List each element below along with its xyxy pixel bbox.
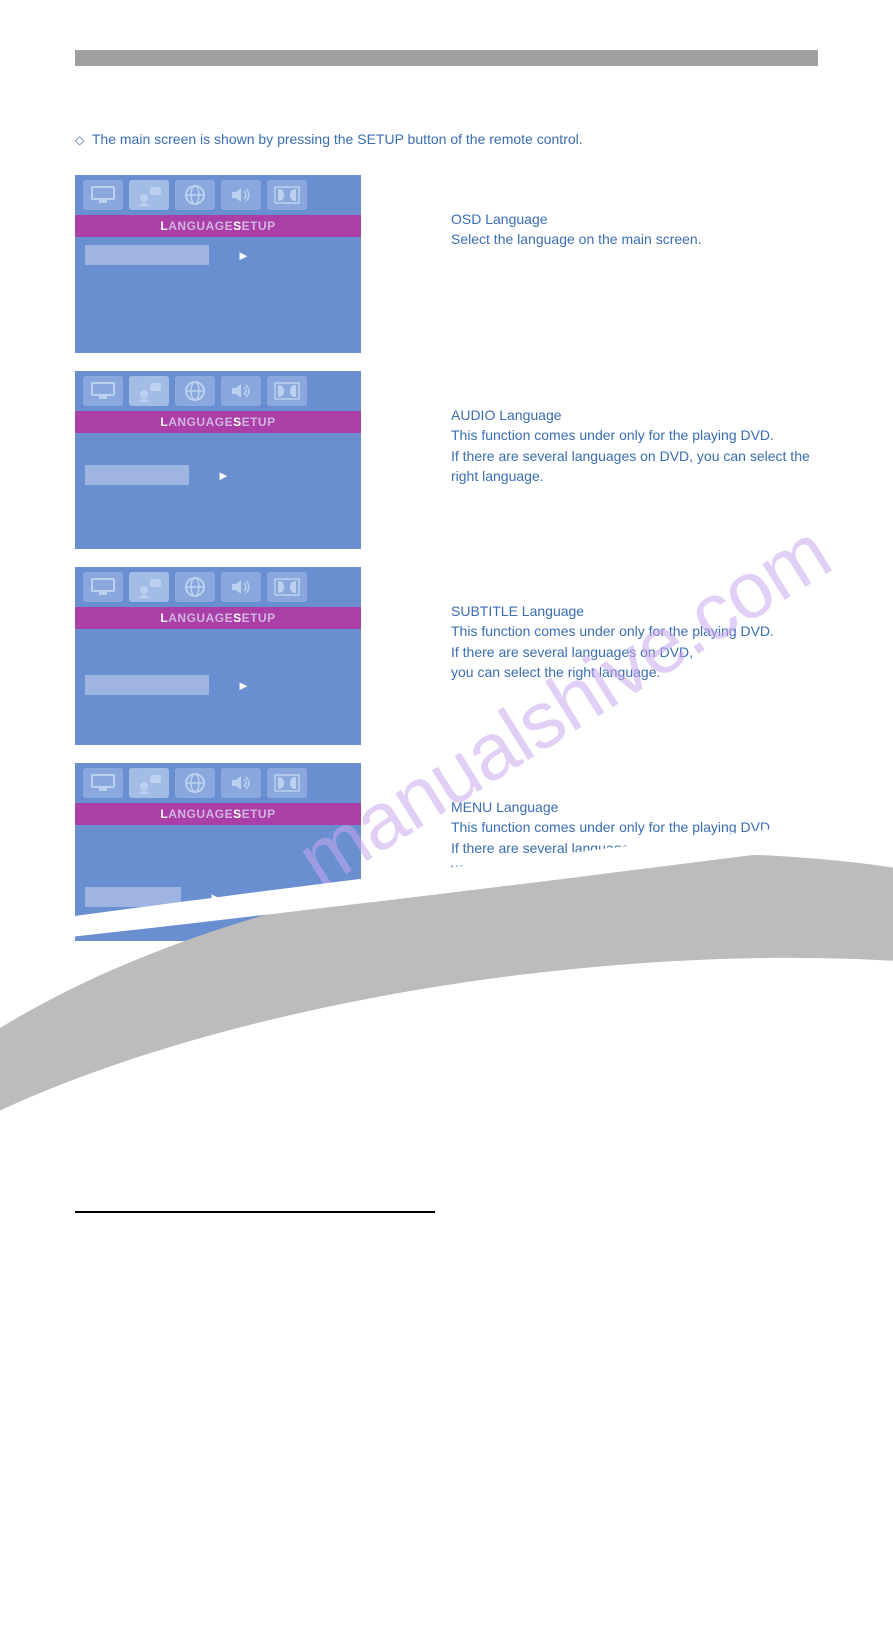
description-body: This function comes under only for the p… <box>451 425 818 486</box>
selected-option-highlight <box>85 887 181 907</box>
menu-body: ► <box>75 433 361 549</box>
menu-tab <box>129 376 169 406</box>
dolby-icon <box>274 774 300 792</box>
menu-tab <box>129 768 169 798</box>
dolby-icon <box>274 578 300 596</box>
sections-container: LANGUAGE SETUP ► OSD LanguageSelect the la… <box>75 175 818 941</box>
speaker-icon <box>229 773 253 793</box>
manual-page: ◇ The main screen is shown by pressing t… <box>0 0 893 1263</box>
menu-tab <box>129 180 169 210</box>
selected-option-row: ► <box>85 675 250 695</box>
menu-tab <box>129 572 169 602</box>
menu-tab <box>175 768 215 798</box>
setup-menu-screenshot: LANGUAGE SETUP ► <box>75 567 361 745</box>
selected-option-row: ► <box>85 245 250 265</box>
menu-tab <box>267 376 307 406</box>
menu-tab <box>221 768 261 798</box>
selected-option-row: ► <box>85 887 222 907</box>
menu-tab <box>267 768 307 798</box>
person-speech-icon <box>135 184 163 206</box>
setup-menu-screenshot: LANGUAGE SETUP ► <box>75 175 361 353</box>
section-description: SUBTITLE LanguageThis function comes und… <box>451 567 774 682</box>
globe-icon <box>184 576 206 598</box>
dolby-icon <box>274 186 300 204</box>
selected-option-highlight <box>85 465 189 485</box>
menu-tab <box>175 572 215 602</box>
setup-menu-screenshot: LANGUAGE SETUP ► <box>75 371 361 549</box>
menu-title-bar: LANGUAGE SETUP <box>75 607 361 629</box>
selected-option-highlight <box>85 675 209 695</box>
menu-body: ► <box>75 237 361 353</box>
setup-menu-screenshot: LANGUAGE SETUP ► <box>75 763 361 941</box>
menu-title-bar: LANGUAGE SETUP <box>75 803 361 825</box>
diamond-icon: ◇ <box>75 133 84 147</box>
speaker-icon <box>229 577 253 597</box>
monitor-icon <box>90 381 116 401</box>
intro-content: The main screen is shown by pressing the… <box>92 131 583 147</box>
menu-tab <box>83 376 123 406</box>
menu-tab <box>267 180 307 210</box>
menu-tab <box>221 572 261 602</box>
header-bar <box>75 50 818 66</box>
submenu-arrow-icon: ► <box>237 678 250 693</box>
globe-icon <box>184 380 206 402</box>
selected-option-row: ► <box>85 465 230 485</box>
menu-tab <box>175 180 215 210</box>
menu-body: ► <box>75 825 361 941</box>
menu-title-bar: LANGUAGE SETUP <box>75 411 361 433</box>
speaker-icon <box>229 381 253 401</box>
dolby-icon <box>274 382 300 400</box>
footer-divider <box>75 1211 435 1213</box>
monitor-icon <box>90 773 116 793</box>
menu-tab-bar <box>75 763 361 803</box>
person-speech-icon <box>135 772 163 794</box>
person-speech-icon <box>135 380 163 402</box>
section-description: AUDIO LanguageThis function comes under … <box>451 371 818 486</box>
section-description: OSD LanguageSelect the language on the m… <box>451 175 702 250</box>
monitor-icon <box>90 577 116 597</box>
description-body: This function comes under only for the p… <box>451 817 774 878</box>
menu-tab <box>83 768 123 798</box>
description-body: Select the language on the main screen. <box>451 229 702 249</box>
description-title: AUDIO Language <box>451 405 818 425</box>
menu-tab <box>83 572 123 602</box>
speaker-icon <box>229 185 253 205</box>
intro-text: ◇ The main screen is shown by pressing t… <box>75 131 818 147</box>
section-row: LANGUAGE SETUP ► MENU LanguageThis functio… <box>75 763 818 941</box>
menu-title-bar: LANGUAGE SETUP <box>75 215 361 237</box>
section-description: MENU LanguageThis function comes under o… <box>451 763 774 878</box>
description-title: MENU Language <box>451 797 774 817</box>
submenu-arrow-icon: ► <box>237 248 250 263</box>
description-body: This function comes under only for the p… <box>451 621 774 682</box>
menu-tab <box>267 572 307 602</box>
description-title: SUBTITLE Language <box>451 601 774 621</box>
globe-icon <box>184 772 206 794</box>
menu-tab <box>221 180 261 210</box>
description-title: OSD Language <box>451 209 702 229</box>
menu-tab <box>175 376 215 406</box>
section-row: LANGUAGE SETUP ► SUBTITLE LanguageThis fun… <box>75 567 818 745</box>
section-row: LANGUAGE SETUP ► AUDIO LanguageThis functi… <box>75 371 818 549</box>
person-speech-icon <box>135 576 163 598</box>
submenu-arrow-icon: ► <box>209 890 222 905</box>
submenu-arrow-icon: ► <box>217 468 230 483</box>
section-row: LANGUAGE SETUP ► OSD LanguageSelect the la… <box>75 175 818 353</box>
menu-tab-bar <box>75 371 361 411</box>
menu-tab-bar <box>75 175 361 215</box>
globe-icon <box>184 184 206 206</box>
monitor-icon <box>90 185 116 205</box>
selected-option-highlight <box>85 245 209 265</box>
menu-tab <box>83 180 123 210</box>
menu-tab <box>221 376 261 406</box>
menu-body: ► <box>75 629 361 745</box>
menu-tab-bar <box>75 567 361 607</box>
